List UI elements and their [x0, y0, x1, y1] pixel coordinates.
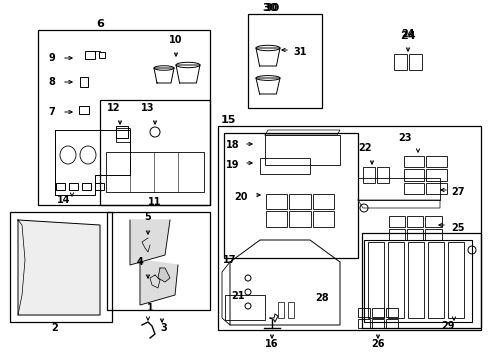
Bar: [85, 51, 95, 59]
Text: 13: 13: [141, 103, 154, 113]
Text: 25: 25: [450, 223, 464, 233]
Text: 17: 17: [223, 255, 236, 265]
Bar: [224, 133, 357, 258]
Text: 18: 18: [226, 140, 239, 150]
Bar: [38, 30, 209, 205]
Bar: [289, 194, 310, 209]
Text: 26: 26: [370, 339, 384, 349]
Text: 12: 12: [107, 103, 121, 113]
Bar: [260, 158, 309, 174]
Text: 30: 30: [264, 3, 279, 13]
Bar: [385, 308, 397, 317]
Bar: [427, 242, 443, 318]
Text: 28: 28: [315, 293, 328, 303]
Bar: [362, 167, 374, 183]
Bar: [393, 54, 406, 70]
Text: 1: 1: [146, 303, 153, 313]
Bar: [107, 212, 209, 310]
Text: 5: 5: [144, 212, 151, 222]
Bar: [224, 295, 264, 320]
Text: 29: 29: [440, 321, 454, 331]
Bar: [424, 229, 441, 240]
Bar: [99, 52, 105, 58]
Bar: [106, 152, 203, 192]
Text: 4: 4: [136, 257, 143, 267]
Bar: [247, 14, 321, 108]
Bar: [425, 156, 446, 167]
Bar: [94, 183, 103, 189]
Bar: [357, 178, 439, 200]
Text: 22: 22: [358, 143, 371, 153]
Text: 24: 24: [399, 31, 415, 41]
Bar: [361, 233, 480, 328]
Text: 30: 30: [262, 3, 277, 13]
Bar: [376, 167, 388, 183]
Bar: [387, 242, 403, 318]
Bar: [406, 216, 422, 227]
Bar: [116, 128, 130, 142]
Bar: [287, 302, 293, 318]
Bar: [371, 308, 383, 317]
Bar: [425, 169, 446, 181]
Text: 9: 9: [48, 53, 55, 63]
Text: 7: 7: [48, 107, 55, 117]
Bar: [385, 319, 397, 328]
Bar: [387, 229, 404, 240]
Bar: [79, 106, 89, 114]
Polygon shape: [158, 268, 170, 282]
Text: 16: 16: [264, 339, 278, 349]
Polygon shape: [140, 260, 178, 305]
Bar: [81, 183, 90, 189]
Text: 23: 23: [397, 133, 411, 143]
Bar: [363, 240, 471, 322]
Bar: [408, 54, 421, 70]
Text: 10: 10: [169, 35, 183, 45]
Bar: [357, 319, 369, 328]
Bar: [367, 242, 383, 318]
Text: 19: 19: [226, 160, 239, 170]
Bar: [403, 183, 423, 194]
Bar: [68, 183, 77, 189]
Bar: [406, 229, 422, 240]
Bar: [424, 216, 441, 227]
Bar: [387, 216, 404, 227]
Text: 8: 8: [48, 77, 55, 87]
Text: 3: 3: [160, 323, 167, 333]
Text: 11: 11: [148, 197, 162, 207]
Bar: [371, 319, 383, 328]
Text: 27: 27: [450, 187, 464, 197]
Bar: [80, 77, 88, 87]
Bar: [55, 183, 64, 189]
Text: 31: 31: [293, 47, 306, 57]
Text: 20: 20: [234, 192, 247, 202]
Text: 6: 6: [96, 19, 104, 29]
Bar: [264, 135, 339, 165]
Bar: [218, 126, 480, 330]
Bar: [312, 194, 333, 209]
Text: 14: 14: [57, 195, 71, 205]
Bar: [407, 242, 423, 318]
Bar: [403, 156, 423, 167]
Polygon shape: [130, 220, 170, 265]
Bar: [116, 126, 128, 138]
Bar: [265, 211, 287, 226]
Bar: [312, 211, 333, 226]
Text: 21: 21: [231, 291, 244, 301]
Bar: [100, 100, 209, 205]
Bar: [425, 183, 446, 194]
Text: 24: 24: [401, 29, 414, 39]
Bar: [403, 169, 423, 181]
Text: 15: 15: [220, 115, 235, 125]
Bar: [10, 212, 112, 322]
Bar: [265, 194, 287, 209]
Bar: [447, 242, 463, 318]
Bar: [278, 302, 284, 318]
Bar: [289, 211, 310, 226]
Text: 2: 2: [52, 323, 58, 333]
Bar: [357, 308, 369, 317]
Polygon shape: [18, 220, 100, 315]
